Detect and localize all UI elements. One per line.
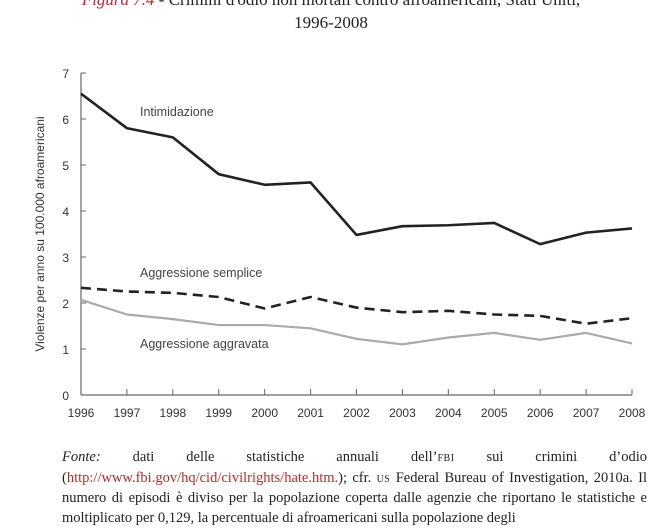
- series-label: Aggressione aggravata: [140, 337, 269, 351]
- us-abbrev: US: [376, 473, 391, 485]
- x-tick-label: 2004: [435, 406, 462, 420]
- y-tick-label: 5: [62, 159, 69, 173]
- source-note: Fonte: dati delle statistiche annuali de…: [62, 448, 647, 528]
- figure-title-text: - Crimini d'odio non mortali contro afro…: [155, 0, 580, 9]
- y-axis-label: Violenze per anno su 100.000 afroamerica…: [33, 116, 47, 351]
- fbi-abbrev: FBI: [437, 453, 455, 464]
- x-tick-label: 1998: [159, 406, 186, 420]
- x-tick-label: 1997: [114, 406, 141, 420]
- source-link[interactable]: http://www.fbi.gov/hq/cid/civilrights/ha…: [66, 469, 339, 486]
- y-tick-label: 7: [62, 67, 69, 81]
- source-text: sui crimini d’odio (: [62, 449, 647, 486]
- y-tick-label: 0: [62, 389, 69, 403]
- x-tick-label: 1999: [205, 406, 232, 420]
- line-chart: 0 1 2 3 4 5 6 7 1996 1997 1998 1999 2000 2001 2002 2003…: [33, 67, 646, 420]
- figure-label: Figura 7.4: [82, 0, 155, 9]
- source-label: Fonte:: [62, 449, 101, 465]
- x-tick-label: 2003: [389, 406, 416, 420]
- x-tick-label: 1996: [68, 406, 95, 420]
- x-tick-label: 2005: [481, 406, 508, 420]
- x-tick-label: 2008: [619, 406, 646, 420]
- y-tick-label: 3: [62, 251, 69, 265]
- series-label: Intimidazione: [140, 105, 214, 119]
- source-text: ); cfr.: [338, 469, 377, 486]
- x-tick-label: 2000: [251, 406, 278, 420]
- source-text: dati delle statistiche annuali dell’: [100, 449, 438, 465]
- series-label: Aggressione semplice: [140, 266, 262, 280]
- y-tick-label: 1: [62, 343, 69, 357]
- y-tick-label: 2: [62, 297, 69, 311]
- x-tick-label: 2006: [527, 406, 554, 420]
- figure-title: Figura 7.4 - Crimini d'odio non mortali …: [0, 0, 662, 10]
- figure-title-line2: 1996-2008: [294, 13, 368, 32]
- x-tick-label: 2007: [573, 406, 600, 420]
- y-tick-label: 4: [62, 205, 69, 219]
- x-tick-label: 2001: [297, 406, 324, 420]
- y-tick-label: 6: [62, 113, 69, 127]
- source-text: Federal Bureau of Investigation, 2010a. …: [62, 469, 647, 526]
- x-tick-label: 2002: [343, 406, 370, 420]
